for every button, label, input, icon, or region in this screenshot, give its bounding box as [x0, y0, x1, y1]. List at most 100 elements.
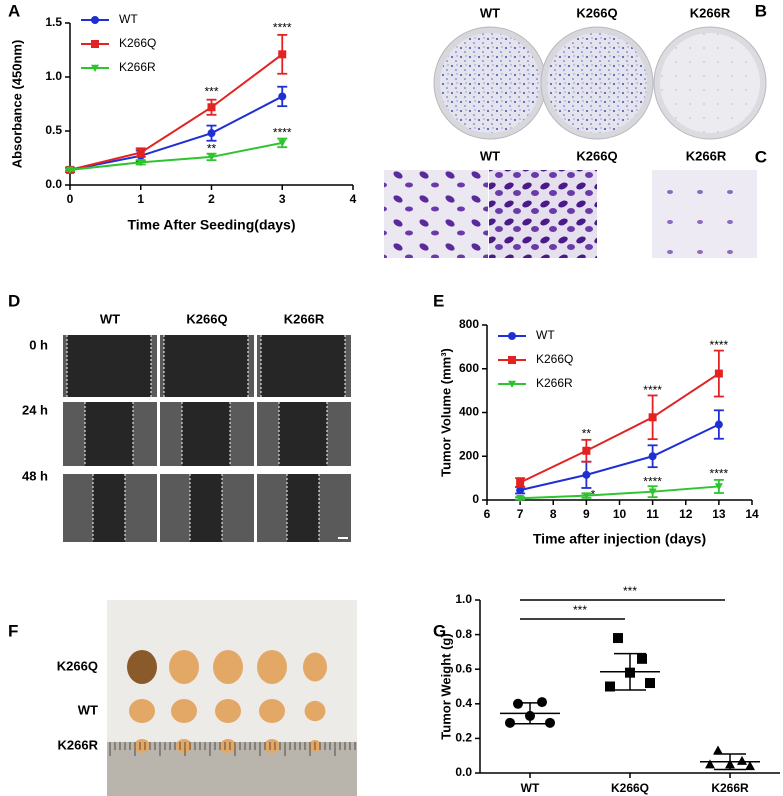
x-tick-label: K266R [711, 781, 749, 795]
chart-panel: 0.0 0.5 1.0 1.5 Absorbance (450nm) A 0 1 2 3 4 Time… [8, 1, 357, 232]
tumor [264, 739, 280, 753]
wound [182, 402, 230, 466]
x-tick-label: 7 [517, 507, 524, 521]
wound [279, 402, 327, 466]
x-tick-label: K266Q [611, 781, 649, 795]
marker [91, 40, 99, 48]
significance: **** [710, 466, 729, 480]
panel-letter: E [433, 291, 444, 310]
marker [278, 139, 287, 147]
y-axis-title: Absorbance (450nm) [9, 40, 24, 169]
y-tick-label: 0.5 [45, 123, 62, 137]
panel-b: B WT K266Q K266R [433, 1, 767, 140]
series-line [519, 423, 720, 492]
marker [91, 16, 99, 24]
x-tick-label: 0 [67, 192, 74, 206]
panel-f: F K266Q WT K266R [8, 600, 357, 796]
wound [85, 402, 133, 466]
scratch-grid [63, 335, 351, 542]
x-tick-label: 1 [137, 192, 144, 206]
y-tick-label: 400 [459, 405, 479, 419]
marker [508, 332, 516, 340]
column-label: WT [480, 5, 500, 20]
dish [547, 33, 647, 133]
legend-label: WT [119, 12, 138, 26]
marker [508, 356, 516, 364]
panel-letter: G [433, 621, 446, 640]
tumor [259, 699, 285, 723]
y-tick-label: 1.0 [455, 592, 472, 606]
tumors [109, 650, 356, 756]
x-tick-label: 6 [484, 507, 491, 521]
tumor [303, 652, 327, 682]
marker [537, 697, 547, 708]
column-label: K266Q [186, 311, 227, 326]
y-tick-label: 200 [459, 448, 479, 462]
legend-label: K266R [536, 376, 573, 390]
micrograph [489, 170, 597, 258]
x-tick-label: 12 [679, 507, 693, 521]
wound [67, 335, 151, 397]
panel-letter: B [755, 1, 767, 20]
y-tick-label: 0.4 [455, 696, 472, 710]
marker [207, 129, 216, 138]
y-tick-label: 0.2 [455, 731, 472, 745]
y-axis-title: Tumor Weight (g) [438, 633, 453, 739]
significance: ** [207, 142, 217, 156]
marker [545, 717, 555, 728]
y-tick-label: 0.6 [455, 661, 472, 675]
series-line [519, 372, 720, 484]
legend-label: K266Q [536, 352, 573, 366]
panel-d: D WT K266Q K266R 0 h 24 h 48 h [8, 291, 351, 542]
marker [648, 413, 657, 422]
dish [660, 33, 760, 133]
marker [136, 159, 145, 167]
marker [207, 103, 216, 112]
significance: * [591, 487, 596, 501]
wound [287, 474, 319, 542]
marker [648, 488, 657, 496]
significance: **** [643, 475, 662, 489]
tumor [169, 650, 199, 684]
marker [516, 495, 525, 503]
marker [505, 717, 515, 728]
marker [66, 166, 74, 174]
marker [516, 486, 525, 495]
marker [605, 681, 615, 692]
column-label: WT [480, 148, 500, 163]
significance: **** [273, 125, 292, 139]
row-label: K266Q [57, 658, 98, 673]
marker [582, 446, 591, 455]
x-tick-label: WT [521, 781, 540, 795]
x-tick-label: 8 [550, 507, 557, 521]
tumor [127, 650, 157, 684]
marker [745, 761, 755, 771]
column-label: WT [100, 311, 120, 326]
column-label: K266Q [576, 5, 617, 20]
x-tick-label: 4 [350, 192, 357, 206]
marker [714, 369, 723, 378]
row-label: 24 h [22, 402, 48, 417]
tumor [129, 699, 155, 723]
marker [278, 50, 287, 59]
series-line [69, 53, 283, 171]
chart-panel: 0.0 0.2 0.4 0.6 0.8 1.0 Tumor Weight (g)G WT K26… [433, 584, 780, 795]
marker [508, 380, 516, 388]
marker [613, 633, 623, 644]
marker [713, 745, 723, 755]
x-tick-label: 3 [279, 192, 286, 206]
wound [93, 474, 125, 542]
marker [637, 653, 647, 664]
marker [91, 64, 99, 72]
legend-label: K266Q [119, 36, 156, 50]
legend-label: WT [536, 328, 555, 342]
micrograph [384, 170, 488, 258]
significance: ** [582, 427, 592, 441]
x-tick-label: 2 [208, 192, 215, 206]
y-tick-label: 1.0 [45, 69, 62, 83]
panel-c: C WT K266Q K266R [384, 147, 767, 258]
x-tick-label: 14 [745, 507, 759, 521]
significance: *** [573, 603, 587, 617]
significance: *** [204, 84, 218, 98]
x-tick-label: 11 [646, 507, 659, 521]
